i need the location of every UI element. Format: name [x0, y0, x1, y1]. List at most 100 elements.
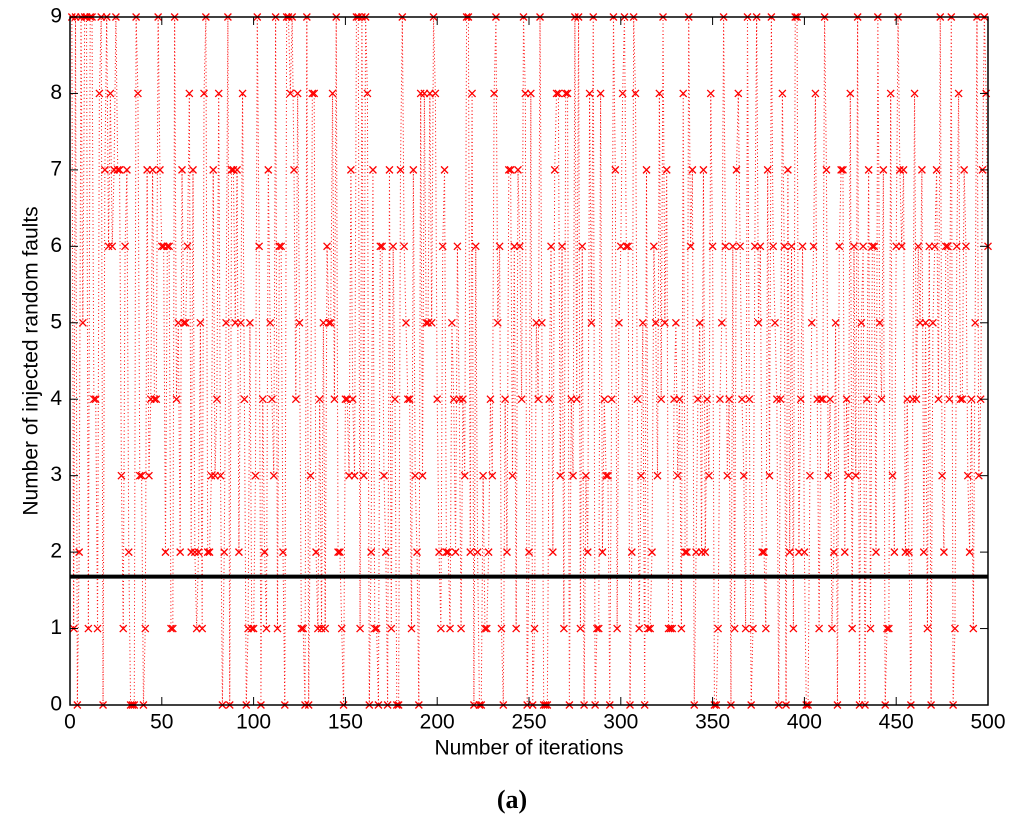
- data-marker: [249, 624, 258, 633]
- data-marker: [554, 89, 563, 98]
- data-marker: [778, 89, 787, 98]
- data-marker: [490, 89, 499, 98]
- data-marker: [229, 165, 238, 174]
- data-marker: [963, 471, 972, 480]
- data-marker: [391, 395, 399, 404]
- data-marker: [671, 318, 680, 327]
- data-marker: [960, 165, 969, 174]
- data-marker: [673, 471, 682, 480]
- data-marker: [457, 624, 466, 633]
- data-marker: [273, 624, 282, 633]
- data-marker: [939, 548, 948, 557]
- data-marker: [409, 165, 418, 174]
- data-marker: [649, 242, 658, 251]
- data-marker: [328, 89, 337, 98]
- data-marker: [890, 548, 899, 557]
- data-marker: [756, 242, 765, 251]
- data-marker: [479, 471, 488, 480]
- data-marker: [850, 242, 858, 251]
- data-marker: [277, 242, 286, 251]
- data-marker: [190, 548, 199, 557]
- data-marker: [308, 89, 317, 98]
- data-marker: [783, 165, 792, 174]
- data-marker: [508, 471, 517, 480]
- data-marker: [413, 548, 421, 557]
- data-marker: [695, 318, 704, 327]
- data-marker: [207, 471, 216, 480]
- data-marker: [714, 624, 723, 633]
- data-marker: [895, 165, 904, 174]
- data-marker: [848, 624, 857, 633]
- data-marker: [938, 471, 947, 480]
- data-marker: [148, 165, 157, 174]
- data-marker: [824, 471, 833, 480]
- y-tick-label: 2: [50, 540, 62, 563]
- data-marker: [534, 395, 543, 404]
- data-marker: [618, 89, 627, 98]
- data-marker: [622, 242, 631, 251]
- data-marker: [738, 395, 746, 404]
- data-marker: [440, 165, 449, 174]
- data-marker: [818, 395, 827, 404]
- data-line: [71, 16, 989, 706]
- data-marker: [739, 471, 748, 480]
- data-marker: [954, 89, 963, 98]
- data-marker: [504, 165, 513, 174]
- data-marker: [897, 242, 906, 251]
- data-marker: [884, 624, 893, 633]
- data-marker: [548, 548, 557, 557]
- data-marker: [402, 318, 410, 327]
- data-marker: [914, 242, 923, 251]
- data-marker: [780, 242, 789, 251]
- data-marker: [251, 471, 260, 480]
- data-marker: [677, 624, 686, 633]
- data-marker: [932, 165, 941, 174]
- data-marker: [168, 624, 177, 633]
- data-marker: [381, 548, 390, 557]
- data-marker: [870, 242, 879, 251]
- data-marker: [646, 624, 655, 633]
- data-marker: [905, 548, 914, 557]
- data-marker: [407, 624, 416, 633]
- data-marker: [660, 318, 669, 327]
- x-tick-label: 450: [879, 711, 914, 734]
- data-marker: [596, 89, 605, 98]
- data-marker: [776, 395, 785, 404]
- data-marker: [556, 471, 565, 480]
- data-marker: [346, 165, 355, 174]
- data-marker: [600, 395, 609, 404]
- data-marker: [209, 165, 218, 174]
- data-marker: [725, 395, 734, 404]
- x-tick-label: 100: [236, 711, 271, 734]
- data-marker: [137, 471, 146, 480]
- data-marker: [868, 242, 877, 251]
- x-tick-label: 300: [603, 711, 638, 734]
- data-marker: [917, 165, 926, 174]
- data-marker: [607, 395, 616, 404]
- y-tick-label: 9: [50, 5, 62, 28]
- data-marker: [279, 548, 287, 557]
- y-tick-label: 5: [50, 310, 62, 333]
- data-marker: [156, 165, 164, 174]
- data-marker: [335, 548, 344, 557]
- data-marker: [717, 318, 726, 327]
- data-marker: [468, 89, 477, 98]
- data-marker: [431, 89, 440, 98]
- data-marker: [119, 624, 128, 633]
- data-marker: [703, 395, 712, 404]
- data-marker: [829, 548, 838, 557]
- data-marker: [187, 548, 196, 557]
- data-marker: [857, 318, 866, 327]
- data-marker: [503, 548, 511, 557]
- data-marker: [91, 395, 100, 404]
- data-marker: [967, 395, 976, 404]
- data-marker: [686, 242, 695, 251]
- data-marker: [286, 89, 295, 98]
- data-marker: [75, 548, 84, 557]
- data-marker: [341, 395, 350, 404]
- data-marker: [862, 395, 871, 404]
- data-marker: [912, 395, 921, 404]
- data-marker: [89, 395, 98, 404]
- data-marker: [236, 318, 245, 327]
- data-marker: [749, 624, 757, 633]
